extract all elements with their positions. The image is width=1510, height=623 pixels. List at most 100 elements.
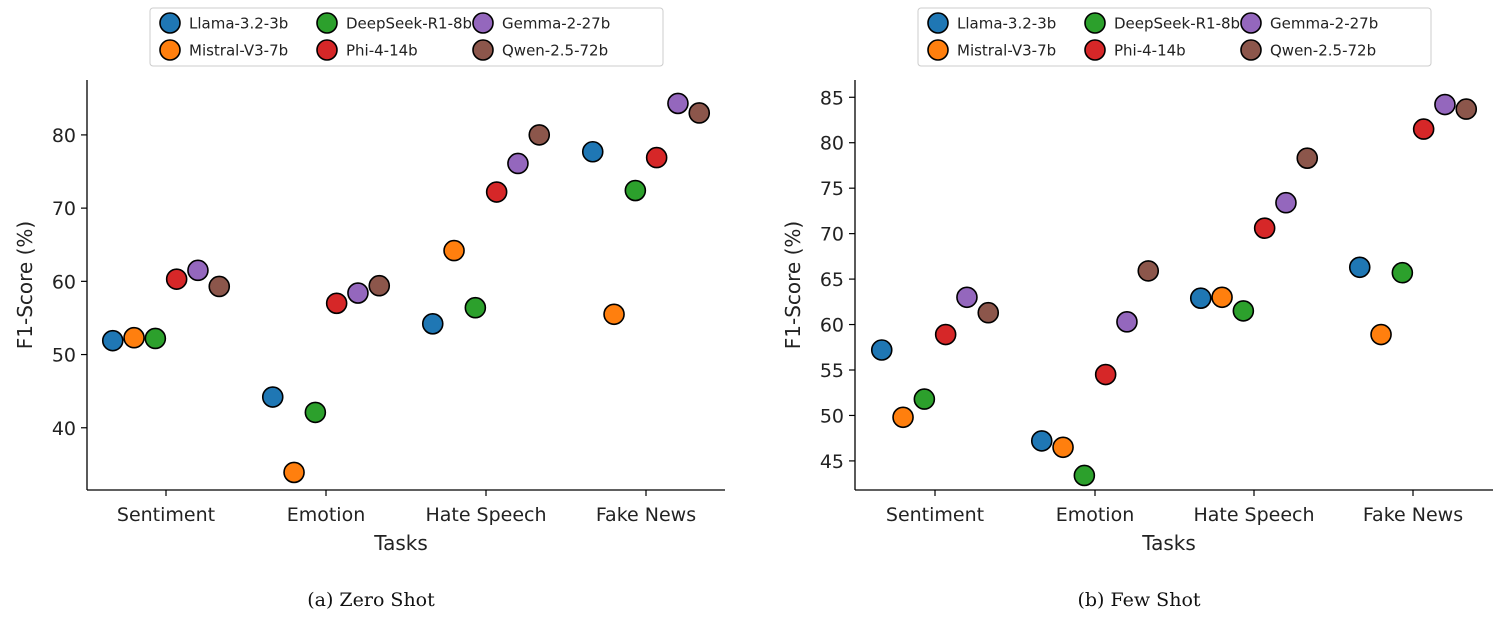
y-tick-label: 80 xyxy=(820,133,844,155)
data-point-gemma-2-27b xyxy=(1116,311,1138,333)
legend-marker xyxy=(316,39,338,61)
data-point-phi-4-14b xyxy=(1412,118,1435,140)
subfigure-caption: (a) Zero Shot xyxy=(307,589,435,611)
data-point-qwen-2-5-72b xyxy=(528,124,551,146)
legend: Llama-3.2-3b Mistral-V3-7b DeepSeek-R1-8b P… xyxy=(917,7,1432,67)
legend-frame xyxy=(917,7,1432,67)
x-tick-label: Emotion xyxy=(1056,504,1135,526)
x-tick-label: Emotion xyxy=(287,504,366,526)
x-tick-label: Sentiment xyxy=(886,504,984,526)
data-point-phi-4-14b xyxy=(645,146,668,169)
data-point-deepseek-r1-8b xyxy=(144,327,167,350)
legend-frame xyxy=(149,7,664,67)
y-tick-label: 65 xyxy=(820,269,844,291)
legend-entry-label: Llama-3.2-3b xyxy=(957,15,1056,33)
data-point-qwen-2-5-72b xyxy=(1455,98,1478,120)
y-axis-label: F1-Score (%) xyxy=(781,221,805,349)
y-tick-label: 80 xyxy=(52,125,76,147)
legend-entry-label: DeepSeek-R1-8b xyxy=(1114,15,1240,33)
legend-entry-label: Gemma-2-27b xyxy=(502,15,610,33)
data-point-qwen-2-5-72b xyxy=(1137,260,1160,282)
data-point-deepseek-r1-8b xyxy=(624,179,647,202)
data-point-llama-3-2-3b xyxy=(581,140,604,163)
data-point-llama-3-2-3b xyxy=(421,313,444,335)
x-tick-label: Hate Speech xyxy=(425,504,546,526)
data-point-llama-3-2-3b xyxy=(1348,256,1371,279)
y-tick-label: 70 xyxy=(820,224,844,246)
data-point-mistral-v3-7b xyxy=(1370,323,1392,346)
legend-entry-label: Qwen-2.5-72b xyxy=(502,42,608,60)
x-tick-label: Fake News xyxy=(1363,504,1463,526)
legend: Llama-3.2-3b Mistral-V3-7b DeepSeek-R1-8b P… xyxy=(149,7,664,67)
legend-entry-label: Mistral-V3-7b xyxy=(957,42,1056,60)
legend-marker xyxy=(927,39,949,61)
legend-marker xyxy=(316,12,338,34)
legend-entry-label: DeepSeek-R1-8b xyxy=(346,15,472,33)
data-point-mistral-v3-7b xyxy=(1211,286,1233,309)
legend-entry-label: Qwen-2.5-72b xyxy=(1270,42,1376,60)
data-point-llama-3-2-3b xyxy=(1189,287,1212,309)
legend-marker xyxy=(1084,39,1106,61)
x-tick-label: Fake News xyxy=(596,504,696,526)
data-point-mistral-v3-7b xyxy=(603,303,625,326)
data-point-mistral-v3-7b xyxy=(1052,436,1074,459)
legend-marker xyxy=(159,39,181,61)
data-point-phi-4-14b xyxy=(325,292,348,315)
y-tick-label: 60 xyxy=(820,315,844,337)
data-point-gemma-2-27b xyxy=(507,152,529,175)
legend-marker xyxy=(472,39,494,61)
data-point-phi-4-14b xyxy=(934,323,957,346)
chart-few-shot: 45 50 55 60 65 70 75 80 85 Sentiment Emotion Hate S… xyxy=(781,7,1493,611)
data-point-deepseek-r1-8b xyxy=(1391,261,1414,284)
x-axis-label: Tasks xyxy=(373,531,428,555)
legend-entry-label: Mistral-V3-7b xyxy=(189,42,288,60)
data-point-gemma-2-27b xyxy=(347,282,369,304)
data-point-deepseek-r1-8b xyxy=(464,296,487,319)
data-point-deepseek-r1-8b xyxy=(304,401,327,424)
legend-marker xyxy=(1240,39,1262,61)
legend-entry-label: Phi-4-14b xyxy=(346,42,418,60)
x-tick-label: Sentiment xyxy=(117,504,215,526)
y-tick-label: 85 xyxy=(820,87,844,109)
y-tick-label: 50 xyxy=(52,345,76,367)
data-point-phi-4-14b xyxy=(485,181,508,203)
data-point-llama-3-2-3b xyxy=(101,329,124,352)
legend-marker xyxy=(1084,12,1106,34)
legend-entry-label: Gemma-2-27b xyxy=(1270,15,1378,33)
legend-entry-label: Phi-4-14b xyxy=(1114,42,1186,60)
data-point-mistral-v3-7b xyxy=(123,326,145,349)
data-point-qwen-2-5-72b xyxy=(688,102,711,124)
data-point-mistral-v3-7b xyxy=(443,239,465,262)
data-point-mistral-v3-7b xyxy=(283,461,305,484)
data-point-phi-4-14b xyxy=(1094,363,1117,386)
data-point-phi-4-14b xyxy=(1253,217,1276,239)
y-tick-label: 75 xyxy=(820,178,844,200)
y-tick-label: 45 xyxy=(820,451,844,473)
data-point-mistral-v3-7b xyxy=(892,406,914,429)
y-tick-label: 70 xyxy=(52,198,76,220)
legend-marker xyxy=(159,12,181,34)
data-point-deepseek-r1-8b xyxy=(913,388,936,410)
x-tick-label: Hate Speech xyxy=(1193,504,1314,526)
data-point-deepseek-r1-8b xyxy=(1073,464,1096,487)
data-point-llama-3-2-3b xyxy=(261,386,284,408)
data-point-gemma-2-27b xyxy=(1275,191,1297,214)
legend-entry-label: Llama-3.2-3b xyxy=(189,15,288,33)
y-tick-label: 55 xyxy=(820,360,844,382)
legend-marker xyxy=(927,12,949,34)
y-tick-label: 60 xyxy=(52,271,76,293)
x-axis-label: Tasks xyxy=(1141,531,1196,555)
data-point-deepseek-r1-8b xyxy=(1232,300,1255,322)
data-point-qwen-2-5-72b xyxy=(1296,147,1319,169)
subfigure-caption: (b) Few Shot xyxy=(1077,589,1200,611)
data-point-llama-3-2-3b xyxy=(1030,430,1053,452)
legend-marker xyxy=(472,12,494,34)
y-axis-label: F1-Score (%) xyxy=(13,221,37,349)
legend-marker xyxy=(1240,12,1262,34)
data-point-qwen-2-5-72b xyxy=(977,301,1000,324)
y-tick-label: 40 xyxy=(52,418,76,440)
data-point-qwen-2-5-72b xyxy=(368,274,391,297)
data-point-gemma-2-27b xyxy=(187,259,209,282)
data-point-qwen-2-5-72b xyxy=(208,275,231,298)
